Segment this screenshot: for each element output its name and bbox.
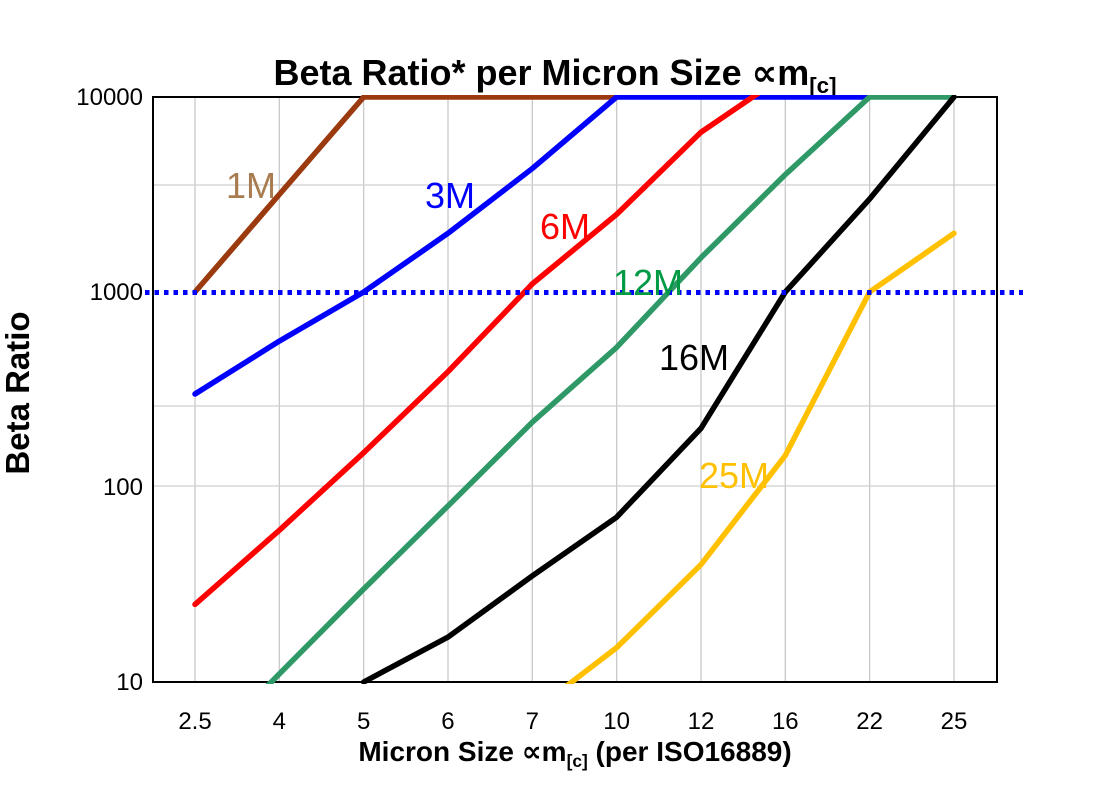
series-label-3M: 3M xyxy=(425,175,475,216)
series-label-25M: 25M xyxy=(699,455,769,496)
x-tick-label: 6 xyxy=(441,708,454,735)
x-tick-label: 7 xyxy=(526,708,539,735)
series-line-6M xyxy=(192,95,761,608)
x-axis-proportional-symbol: ∝m xyxy=(521,736,567,767)
x-tick-label: 22 xyxy=(856,708,883,735)
chart-title-text: Beta Ratio* per Micron Size xyxy=(273,52,752,93)
series-label-6M: 6M xyxy=(540,206,590,247)
x-axis-title-suffix: (per ISO16889) xyxy=(587,736,792,767)
y-tick-label: 10000 xyxy=(76,84,143,111)
x-tick-label: 10 xyxy=(603,708,630,735)
x-tick-label: 4 xyxy=(273,708,286,735)
x-tick-label: 5 xyxy=(357,708,370,735)
x-tick-label: 16 xyxy=(772,708,799,735)
series-label-16M: 16M xyxy=(659,337,729,378)
series-line-1M xyxy=(192,95,620,295)
series-label-1M: 1M xyxy=(226,165,276,206)
y-tick-label: 10 xyxy=(116,669,143,696)
series-label-12M: 12M xyxy=(613,262,683,303)
x-axis-title-subscript: [c] xyxy=(566,751,588,772)
x-tick-label: 2.5 xyxy=(178,708,211,735)
chart-title: Beta Ratio* per Micron Size ∝m[c] xyxy=(0,52,1110,99)
x-tick-label: 12 xyxy=(688,708,715,735)
proportional-symbol: ∝m xyxy=(751,52,810,93)
y-tick-label: 1000 xyxy=(90,279,143,306)
x-tick-label: 25 xyxy=(941,708,968,735)
series-line-25M xyxy=(564,230,957,684)
y-tick-label: 100 xyxy=(103,474,143,501)
series-line-16M xyxy=(360,95,957,684)
series-line-12M xyxy=(265,95,957,684)
chart-title-subscript: [c] xyxy=(809,72,837,98)
x-axis-title-text: Micron Size xyxy=(358,736,522,767)
x-axis-title: Micron Size ∝m[c] (per ISO16889) xyxy=(153,735,997,772)
